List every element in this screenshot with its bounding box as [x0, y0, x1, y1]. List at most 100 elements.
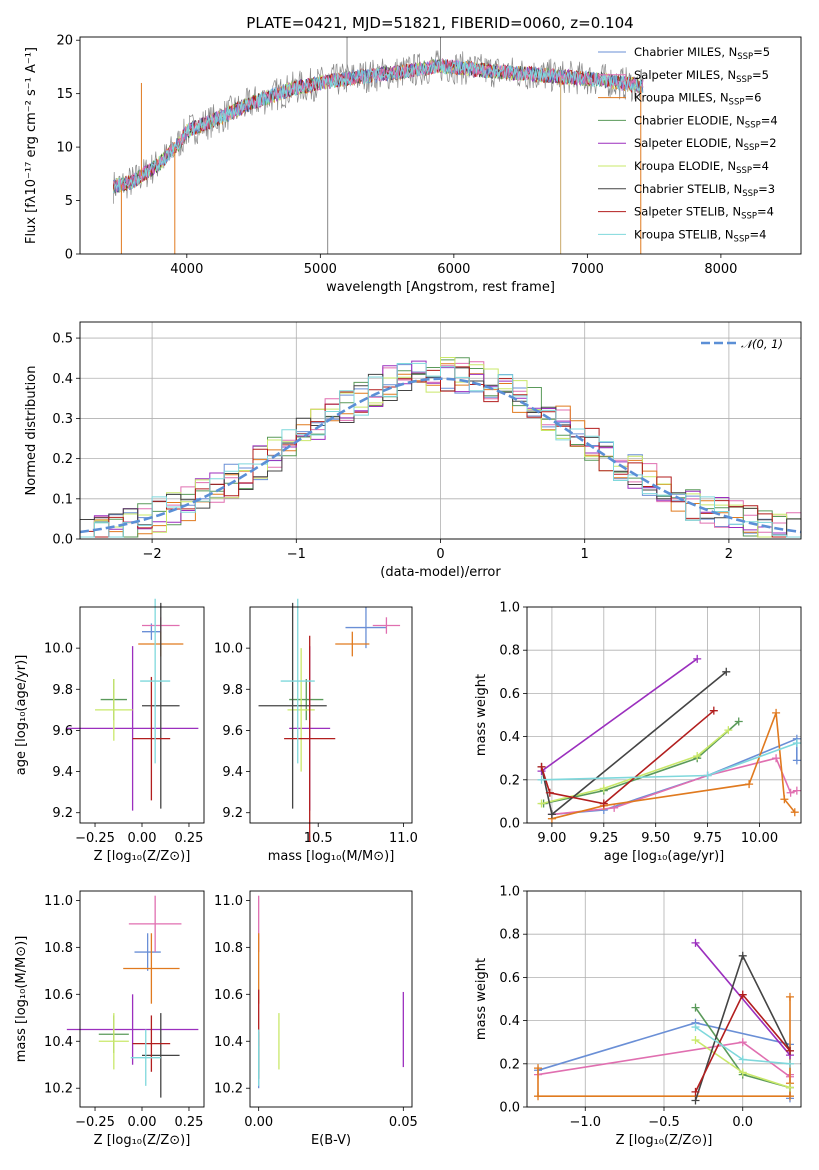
- y-tick-label: 10.4: [44, 1035, 73, 1050]
- x-tick-label: 9.75: [693, 831, 722, 846]
- weight-point-marker: [738, 1055, 747, 1064]
- y-tick-label: 0.0: [499, 1101, 520, 1116]
- y-tick-label: 9.6: [222, 724, 243, 739]
- x-axis-label: mass [log₁₀(M/M⊙)]: [268, 849, 395, 864]
- y-tick-label: 5: [65, 194, 73, 209]
- tick-labels: 0.00 0.05 10.2 10.4 10.6 10.8 11.0: [214, 894, 418, 1130]
- y-tick-label: 10.4: [214, 1035, 243, 1050]
- weight-point-marker: [703, 771, 712, 780]
- y-axis-label: Flux [fλ10⁻¹⁷ erg cm⁻² s⁻¹ A⁻¹]: [24, 47, 39, 244]
- panel-spectrum: 4000 5000 6000 7000 8000 0 5 10 15 20 wavelength […: [24, 34, 802, 295]
- legend-subscript: SSP: [736, 75, 752, 85]
- weight-point-marker: [545, 788, 554, 797]
- weight-point-marker: [738, 951, 747, 960]
- weight-point-marker: [547, 810, 556, 819]
- plot-area: [66, 895, 199, 1098]
- weight-point-marker: [537, 762, 546, 771]
- x-axis-label: Z [log₁₀(Z/Z⊙)]: [616, 1133, 713, 1148]
- legend-value: =6: [744, 91, 761, 105]
- weight-point-marker: [691, 938, 700, 947]
- x-tick-label: 4000: [170, 262, 203, 277]
- y-tick-label: 0.8: [499, 644, 520, 659]
- weight-point-marker: [790, 808, 799, 817]
- y-tick-label: 9.4: [52, 765, 73, 780]
- weight-point-marker: [786, 788, 795, 797]
- weight-point-marker: [691, 1096, 700, 1105]
- figure-title: PLATE=0421, MJD=51821, FIBERID=0060, z=0…: [246, 14, 633, 32]
- legend-subscript: SSP: [734, 234, 750, 244]
- legend-subscript: SSP: [742, 189, 758, 199]
- weight-point-marker: [599, 799, 608, 808]
- y-tick-label: 0.2: [499, 773, 520, 788]
- x-tick-label: 0.00: [244, 1115, 273, 1130]
- panel-mass_vs_ebv: 0.00 0.05 10.2 10.4 10.6 10.8 11.0 E(B-V): [214, 890, 418, 1148]
- y-tick-label: 10: [56, 141, 73, 156]
- x-tick-label: −1.0: [569, 1115, 601, 1130]
- y-tick-label: 0.8: [499, 928, 520, 943]
- y-tick-label: 10.6: [44, 988, 73, 1003]
- legend-label: Chabrier ELODIE, NSSP=4: [634, 113, 778, 130]
- x-tick-label: 0.25: [174, 1115, 203, 1130]
- weight-point-marker: [693, 752, 702, 761]
- weight-series-line: [694, 942, 791, 1056]
- y-tick-label: 9.8: [222, 683, 243, 698]
- legend-text: Chabrier ELODIE, N: [634, 113, 745, 127]
- grid-lines: [527, 890, 801, 1108]
- y-axis-label: mass weight: [474, 674, 489, 756]
- y-tick-label: 1.0: [499, 885, 520, 900]
- x-tick-label: 1: [581, 547, 589, 562]
- x-tick-label: 0: [436, 547, 444, 562]
- legend-subscript: SSP: [736, 166, 752, 176]
- legend-label: Kroupa ELODIE, NSSP=4: [634, 159, 769, 176]
- legend-text: Salpeter ELODIE, N: [634, 136, 744, 150]
- y-tick-label: 10.2: [214, 1082, 243, 1097]
- x-tick-label: −1: [287, 547, 306, 562]
- x-tick-label: 9.25: [589, 831, 618, 846]
- x-tick-label: 6000: [437, 262, 470, 277]
- legend-value: =4: [749, 227, 766, 241]
- legend-label: Salpeter STELIB, NSSP=4: [634, 205, 774, 222]
- x-tick-label: 10.5: [304, 831, 333, 846]
- y-tick-label: 0.4: [499, 730, 520, 745]
- legend-label: Chabrier STELIB, NSSP=3: [634, 182, 775, 199]
- weight-series-line: [541, 658, 698, 772]
- tick-labels: −0.25 0.00 0.25 9.2 9.4 9.6 9.8 10.0: [44, 642, 203, 846]
- x-tick-label: 9.50: [641, 831, 670, 846]
- plot-area: [258, 598, 401, 842]
- weight-series-line: [551, 712, 796, 820]
- y-axis-label: mass weight: [474, 958, 489, 1040]
- y-tick-label: 10.8: [44, 941, 73, 956]
- x-tick-label: 5000: [304, 262, 337, 277]
- weight-series-line: [543, 720, 740, 805]
- y-tick-label: 10.2: [44, 1082, 73, 1097]
- x-tick-label: 0.0: [732, 1115, 753, 1130]
- tick-labels: 10.5 11.0 9.2 9.4 9.6 9.8 10.0: [214, 642, 418, 846]
- legend-label: Salpeter MILES, NSSP=5: [634, 68, 769, 85]
- x-tick-label: −0.25: [75, 831, 115, 846]
- y-tick-label: 20: [56, 34, 73, 49]
- weight-point-marker: [691, 1003, 700, 1012]
- legend-subscript: SSP: [744, 143, 760, 153]
- spectrum-lines: [113, 37, 644, 254]
- legend-subscript: SSP: [737, 52, 753, 62]
- legend: 𝒩(0, 1): [701, 337, 783, 351]
- model-spectrum-line: [113, 58, 644, 192]
- weight-series-line: [540, 710, 715, 805]
- weight-point-marker: [792, 756, 801, 765]
- weight-point-marker: [792, 739, 801, 748]
- weight-point-marker: [534, 1092, 543, 1101]
- x-axis-label: Z [log₁₀(Z/Z⊙)]: [94, 1133, 191, 1148]
- tick-labels: −1.0 −0.5 0.0 0.0 0.2 0.4 0.6 0.8 1.0: [499, 885, 753, 1131]
- legend-label: Kroupa MILES, NSSP=6: [634, 91, 761, 108]
- y-tick-label: 15: [56, 87, 73, 102]
- y-tick-label: 0.0: [499, 817, 520, 832]
- axes-frame: [79, 36, 802, 255]
- axes-frame: [526, 890, 802, 1108]
- legend-text: Kroupa MILES, N: [634, 91, 729, 105]
- weight-point-marker: [745, 780, 754, 789]
- legend-label: Kroupa STELIB, NSSP=4: [634, 227, 766, 244]
- legend-value: =4: [757, 205, 774, 219]
- y-tick-label: 9.2: [222, 806, 243, 821]
- y-tick-label: 10.0: [214, 642, 243, 657]
- x-tick-label: −0.25: [75, 1115, 115, 1130]
